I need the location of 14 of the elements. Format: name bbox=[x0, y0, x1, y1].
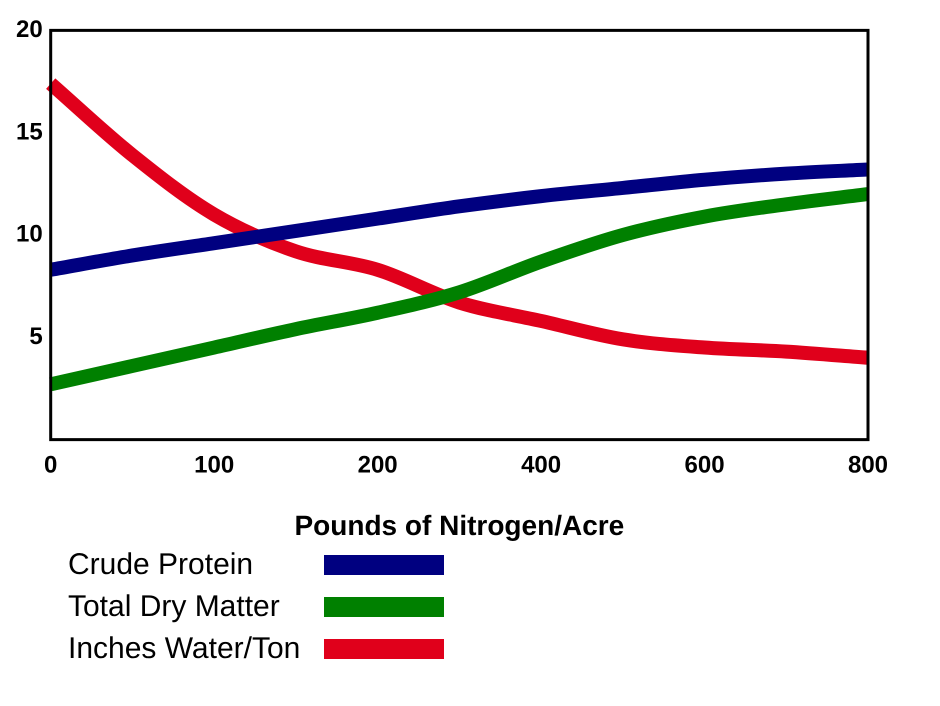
legend-label: Crude Protein bbox=[68, 548, 254, 582]
y-tick-label: 5 bbox=[29, 322, 43, 350]
y-tick-label: 15 bbox=[16, 118, 43, 146]
x-tick-label: 400 bbox=[521, 452, 562, 479]
legend-label: Total Dry Matter bbox=[68, 590, 281, 624]
x-tick-label: 600 bbox=[684, 452, 725, 479]
legend-label: Inches Water/Ton bbox=[68, 632, 300, 666]
y-tick-label: 10 bbox=[16, 220, 43, 248]
x-tick-label: 0 bbox=[44, 452, 58, 479]
x-tick-label: 100 bbox=[194, 452, 234, 479]
x-axis-title: Pounds of Nitrogen/Acre bbox=[294, 510, 624, 541]
y-tick-label: 20 bbox=[16, 16, 43, 44]
x-tick-label: 800 bbox=[848, 452, 888, 479]
x-tick-label: 200 bbox=[358, 452, 398, 479]
